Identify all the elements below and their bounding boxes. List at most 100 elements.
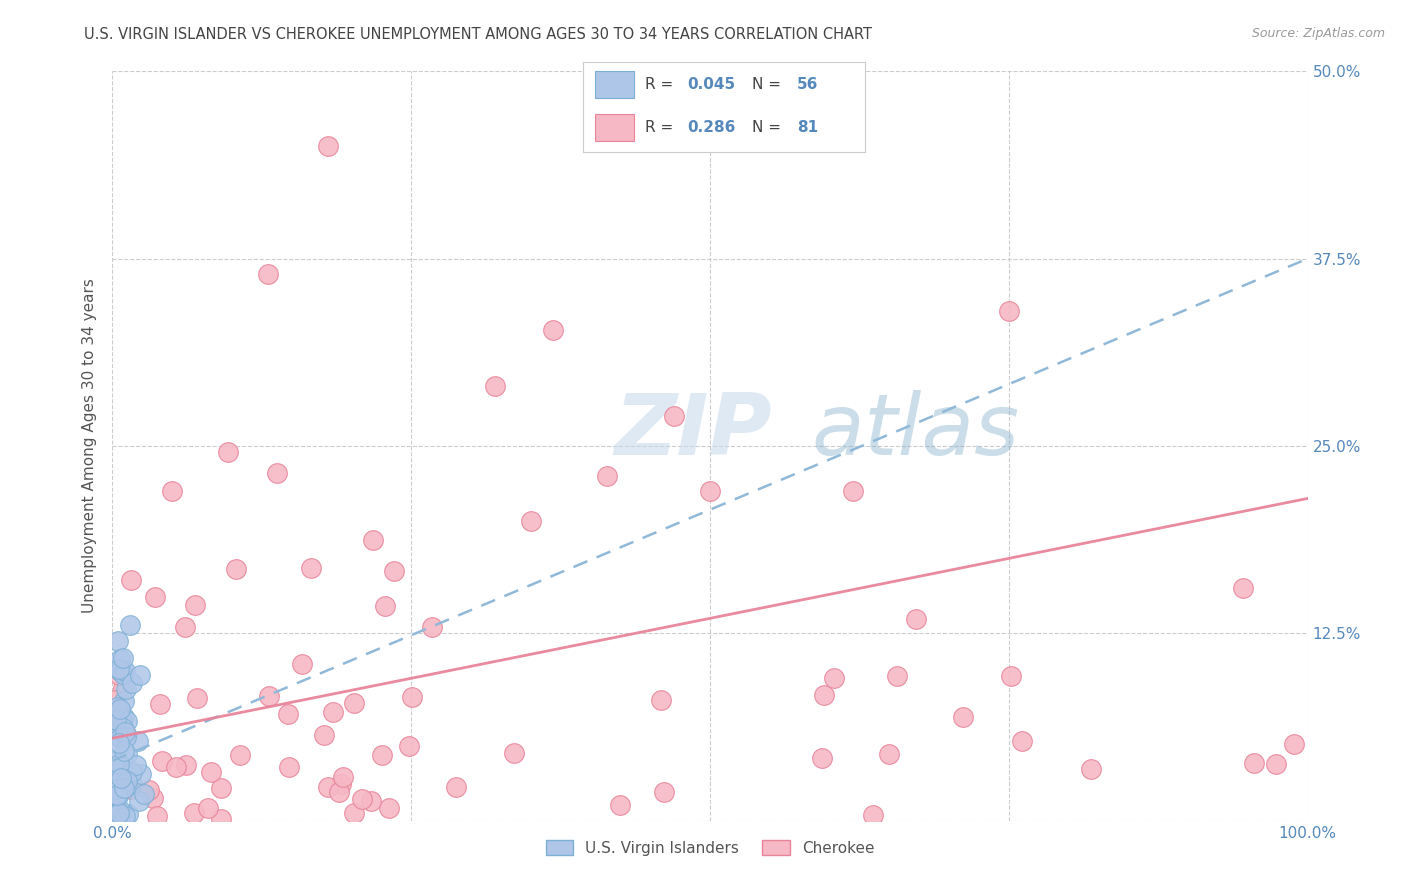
Point xyxy=(420,620,443,634)
Point xyxy=(184,598,207,612)
Point xyxy=(1264,756,1286,771)
Point xyxy=(609,798,631,813)
Point xyxy=(998,304,1021,318)
Point xyxy=(110,714,132,729)
Point xyxy=(110,811,132,825)
Point xyxy=(316,139,339,153)
Point xyxy=(114,664,136,678)
Point xyxy=(343,696,366,710)
Point xyxy=(225,562,247,576)
Point xyxy=(173,620,195,634)
Point xyxy=(103,776,125,790)
Point xyxy=(328,785,350,799)
Point xyxy=(664,409,686,423)
Point xyxy=(343,806,366,821)
Point xyxy=(107,729,129,743)
Point xyxy=(162,483,183,498)
Point xyxy=(174,757,197,772)
Point xyxy=(361,533,384,547)
Text: 0.286: 0.286 xyxy=(688,120,735,135)
Point xyxy=(111,721,134,735)
Point xyxy=(259,689,281,703)
Point xyxy=(138,782,160,797)
Point xyxy=(117,807,139,822)
Text: N =: N = xyxy=(752,120,786,135)
Point xyxy=(652,785,675,799)
Y-axis label: Unemployment Among Ages 30 to 34 years: Unemployment Among Ages 30 to 34 years xyxy=(82,278,97,614)
Text: ZIP: ZIP xyxy=(614,390,772,473)
Point xyxy=(905,612,928,626)
Point xyxy=(115,682,138,697)
Point xyxy=(112,744,135,758)
Point xyxy=(165,760,187,774)
Point xyxy=(316,780,339,795)
Point xyxy=(330,777,353,791)
Point xyxy=(401,690,423,705)
Point xyxy=(120,573,142,587)
Point xyxy=(143,590,166,604)
Point xyxy=(322,705,344,719)
Point xyxy=(1080,762,1102,776)
Point xyxy=(107,765,129,780)
Point xyxy=(104,693,127,707)
Point xyxy=(1000,669,1022,683)
Point xyxy=(811,751,834,765)
Point xyxy=(112,709,135,723)
Point xyxy=(332,770,354,784)
Point xyxy=(131,767,153,781)
Point xyxy=(879,747,901,761)
Point xyxy=(183,806,205,821)
Point xyxy=(114,724,136,739)
Point xyxy=(105,771,128,785)
Point xyxy=(277,707,299,722)
Point xyxy=(108,668,131,682)
Point xyxy=(699,483,721,498)
Point xyxy=(105,788,128,802)
Point xyxy=(186,691,208,706)
Point xyxy=(107,766,129,780)
Point xyxy=(541,323,564,337)
Point xyxy=(596,468,619,483)
Point xyxy=(108,731,131,746)
Point xyxy=(127,733,149,747)
Point xyxy=(112,681,135,695)
Point xyxy=(114,694,135,708)
Point xyxy=(107,789,129,803)
Point xyxy=(209,813,232,827)
Point xyxy=(149,698,172,712)
Point xyxy=(108,803,131,817)
Point xyxy=(444,780,467,794)
Point xyxy=(125,758,148,772)
Point xyxy=(197,801,219,815)
Text: R =: R = xyxy=(645,77,679,92)
Point xyxy=(842,483,865,498)
Point xyxy=(229,747,252,762)
Text: Source: ZipAtlas.com: Source: ZipAtlas.com xyxy=(1251,27,1385,40)
Point xyxy=(104,713,127,727)
Point xyxy=(107,633,129,648)
Text: 81: 81 xyxy=(797,120,818,135)
Point xyxy=(132,787,155,801)
Text: R =: R = xyxy=(645,120,679,135)
Point xyxy=(378,801,401,815)
Point xyxy=(121,782,143,797)
FancyBboxPatch shape xyxy=(595,71,634,98)
Text: 0.045: 0.045 xyxy=(688,77,735,92)
Point xyxy=(105,802,128,816)
Point xyxy=(503,746,526,760)
Point xyxy=(108,736,131,750)
Point xyxy=(104,782,127,797)
Point xyxy=(110,771,132,785)
Point xyxy=(128,794,150,808)
Point xyxy=(862,807,884,822)
Point xyxy=(115,772,138,786)
Point xyxy=(108,805,131,820)
Text: 56: 56 xyxy=(797,77,818,92)
Point xyxy=(952,709,974,723)
Point xyxy=(257,267,280,281)
Point xyxy=(108,652,131,666)
Point xyxy=(266,466,288,480)
Point xyxy=(120,618,142,632)
Point xyxy=(374,599,396,614)
Point xyxy=(114,809,136,823)
